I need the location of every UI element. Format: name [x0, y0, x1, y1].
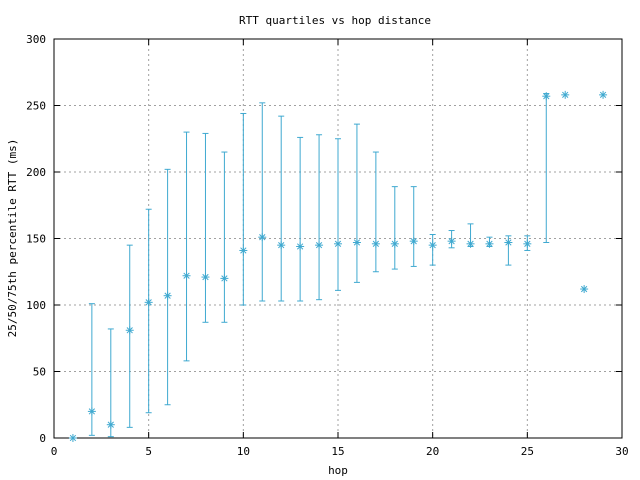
data-point — [258, 102, 267, 302]
median-marker — [220, 274, 229, 283]
chart-title: RTT quartiles vs hop distance — [239, 14, 431, 27]
median-marker — [390, 239, 399, 248]
data-point — [504, 235, 513, 266]
y-tick-label: 150 — [26, 233, 46, 246]
median-marker — [201, 273, 210, 282]
median-marker — [580, 285, 589, 294]
x-tick-label: 20 — [426, 445, 439, 458]
x-tick-label: 0 — [51, 445, 58, 458]
median-marker — [106, 420, 115, 429]
data-point — [371, 151, 380, 273]
median-marker — [371, 239, 380, 248]
x-tick-label: 15 — [331, 445, 344, 458]
x-tick-label: 5 — [145, 445, 152, 458]
data-point — [182, 131, 191, 362]
median-marker — [334, 239, 342, 248]
data-point — [523, 235, 532, 251]
median-marker — [599, 90, 608, 99]
data-point — [580, 285, 589, 294]
median-marker — [485, 239, 494, 248]
data-point — [296, 136, 305, 302]
median-marker — [409, 237, 418, 246]
median-marker — [163, 291, 172, 300]
median-marker — [144, 298, 153, 307]
data-point — [68, 434, 77, 442]
data-point — [447, 230, 456, 249]
data-point — [315, 134, 324, 301]
x-tick-label: 10 — [237, 445, 250, 458]
y-tick-label: 250 — [26, 100, 46, 113]
data-point — [163, 168, 172, 406]
y-tick-label: 0 — [39, 432, 46, 445]
median-marker — [182, 271, 191, 280]
median-marker — [87, 407, 96, 416]
data-point — [125, 244, 134, 428]
y-tick-label: 300 — [26, 33, 46, 46]
median-marker — [523, 239, 532, 248]
data-point — [599, 90, 608, 99]
data-series — [68, 90, 608, 442]
median-marker — [428, 241, 437, 250]
y-tick-label: 50 — [33, 366, 46, 379]
median-marker — [258, 233, 267, 242]
median-marker — [125, 326, 134, 335]
data-point — [542, 92, 551, 243]
data-point — [144, 208, 153, 414]
x-tick-label: 25 — [521, 445, 534, 458]
median-marker — [315, 241, 324, 250]
data-point — [277, 115, 286, 302]
data-point — [561, 90, 570, 99]
data-point — [409, 186, 418, 267]
median-marker — [447, 237, 456, 246]
median-marker — [296, 242, 305, 251]
data-point — [485, 236, 494, 248]
data-point — [390, 186, 399, 270]
median-marker — [504, 238, 513, 247]
data-point — [201, 132, 210, 323]
x-axis-label: hop — [328, 464, 348, 477]
data-point — [239, 112, 248, 306]
data-point — [87, 303, 96, 436]
grid — [54, 39, 622, 438]
data-point — [352, 123, 361, 283]
data-point — [106, 328, 115, 438]
median-marker — [466, 239, 475, 248]
y-axis-label: 25/50/75th percentile RTT (ms) — [6, 139, 19, 338]
median-marker — [542, 92, 551, 101]
plot-frame — [53, 38, 623, 439]
data-point — [428, 234, 437, 266]
data-point — [466, 223, 475, 248]
y-tick-label: 100 — [26, 299, 46, 312]
median-marker — [352, 238, 361, 247]
x-tick-label: 30 — [615, 445, 628, 458]
data-point — [334, 138, 342, 291]
median-marker — [239, 246, 248, 255]
median-marker — [277, 241, 286, 250]
data-point — [220, 151, 229, 323]
median-marker — [561, 90, 570, 99]
y-tick-label: 200 — [26, 166, 46, 179]
median-marker — [68, 434, 77, 442]
